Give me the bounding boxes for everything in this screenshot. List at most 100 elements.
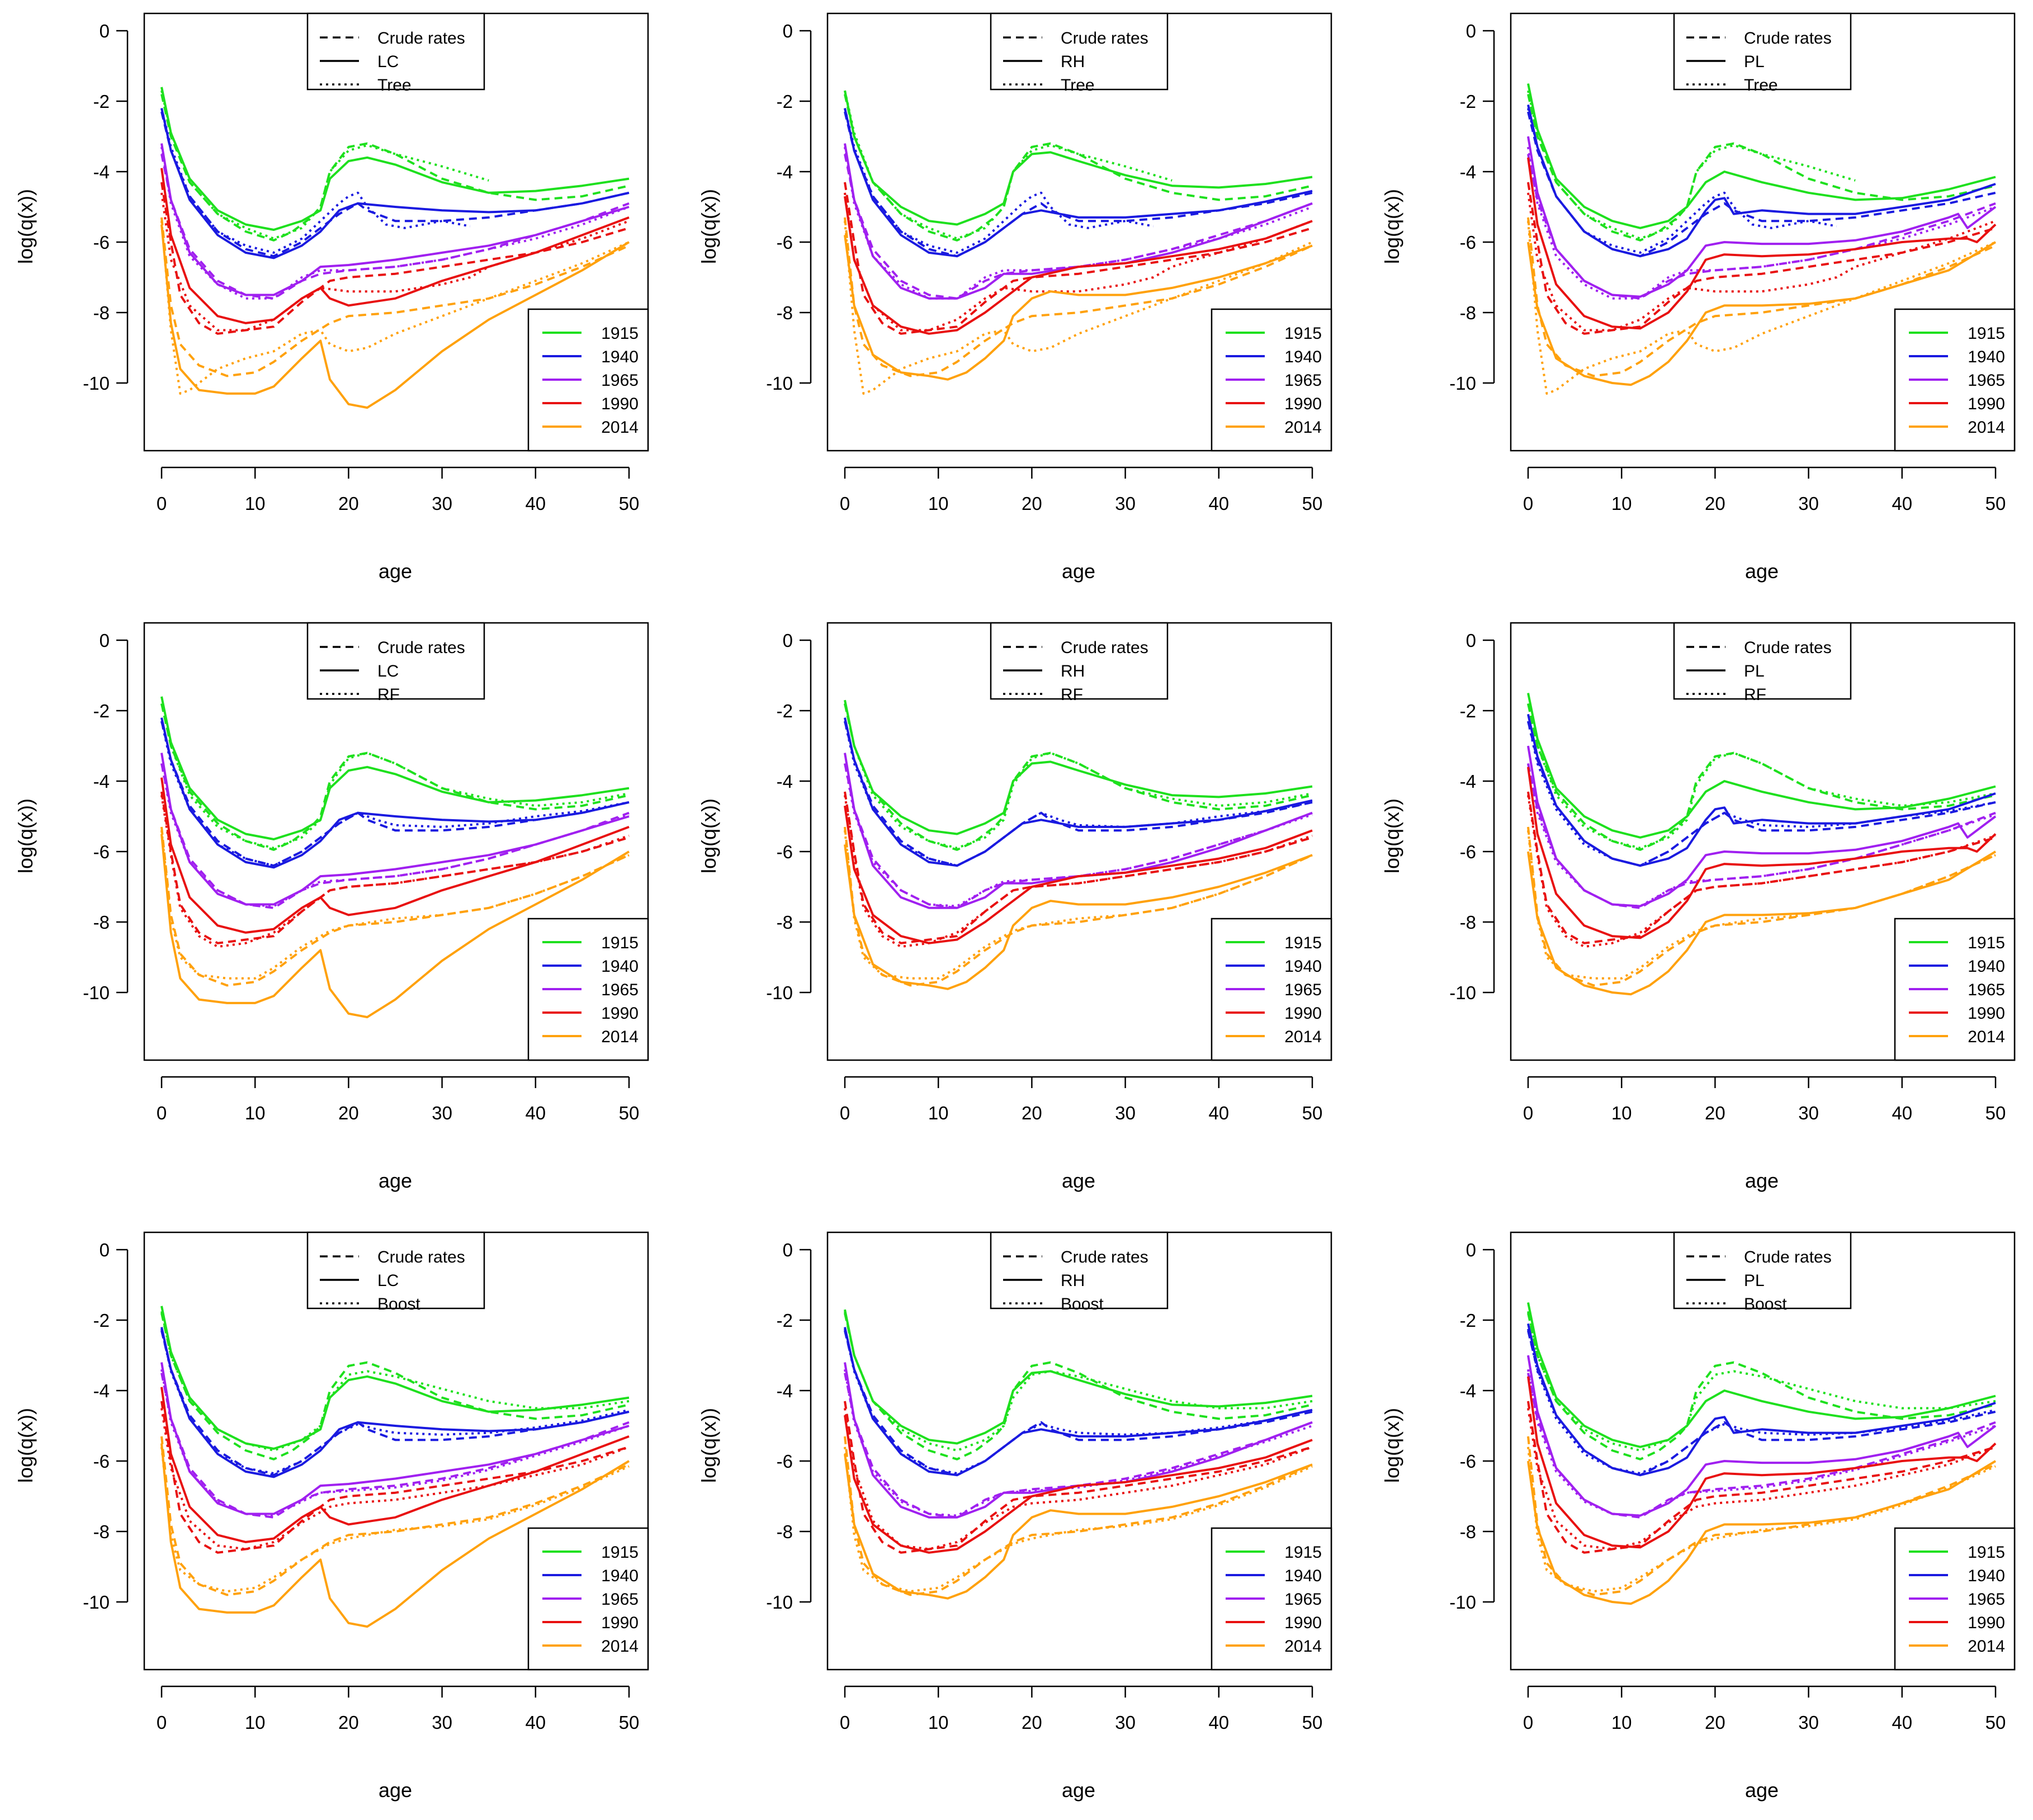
y-tick-label: -4 bbox=[1460, 162, 1476, 182]
series-group bbox=[844, 699, 1313, 990]
crude-line-2014 bbox=[160, 1436, 630, 1596]
x-tick-label: 20 bbox=[338, 1103, 359, 1123]
x-tick-label: 0 bbox=[157, 1103, 167, 1123]
style-legend-label: Tree bbox=[377, 76, 412, 94]
x-tick-label: 50 bbox=[1985, 1103, 2006, 1123]
y-tick-label: -4 bbox=[777, 1381, 793, 1401]
y-tick-label: 0 bbox=[100, 1240, 110, 1260]
year-legend-label: 1915 bbox=[601, 324, 639, 343]
style-legend-label: PL bbox=[1744, 662, 1765, 680]
y-tick-label: 0 bbox=[100, 21, 110, 41]
tree-line-2014 bbox=[1527, 221, 1996, 395]
panel-2: 0 10 20 30 40 50 age 0 -2 -4 -6 -8 -10 log(q(x)) Crude… bbox=[697, 12, 1332, 583]
style-legend-label: Crude rates bbox=[1061, 1248, 1148, 1266]
crude-line-1965 bbox=[1527, 763, 1996, 909]
year-legend-label: 1915 bbox=[1968, 1543, 2005, 1562]
pl-line-2014 bbox=[1527, 1460, 1997, 1605]
style-legend-label: Crude rates bbox=[1744, 1248, 1832, 1266]
year-legend-label: 1940 bbox=[1968, 957, 2005, 976]
pl-line-1915 bbox=[1527, 83, 1996, 229]
crude-line-1990 bbox=[160, 791, 630, 944]
y-tick-label: -8 bbox=[1460, 1521, 1476, 1542]
y-tick-label: -10 bbox=[1449, 373, 1476, 394]
year-legend: 1915 1940 1965 1990 2014 bbox=[1211, 308, 1332, 452]
tree-line-1940 bbox=[1527, 108, 1837, 254]
y-tick-label: -8 bbox=[1460, 912, 1476, 933]
rh-line-1915 bbox=[844, 699, 1313, 835]
year-legend-label: 1965 bbox=[601, 1590, 639, 1609]
lc-line-2014 bbox=[160, 224, 630, 409]
x-tick-label: 20 bbox=[1705, 1103, 1725, 1123]
crude-line-1965 bbox=[844, 154, 1313, 300]
style-legend-box bbox=[306, 622, 485, 700]
pl-line-2014 bbox=[1527, 241, 1997, 386]
year-legend-label: 1915 bbox=[1284, 324, 1322, 343]
style-legend-label: PL bbox=[1744, 1271, 1765, 1290]
tree-line-2014 bbox=[844, 221, 1313, 395]
pl-line-1990 bbox=[1527, 157, 1997, 330]
year-legend-label: 2014 bbox=[601, 1028, 639, 1046]
y-tick-label: -6 bbox=[777, 232, 793, 253]
x-tick-label: 0 bbox=[840, 1103, 850, 1123]
y-tick-label: 0 bbox=[783, 630, 793, 651]
style-legend-label: LC bbox=[377, 662, 399, 680]
x-tick-label: 20 bbox=[338, 1712, 359, 1733]
x-tick-label: 10 bbox=[245, 493, 266, 514]
crude-line-1990 bbox=[1527, 1401, 1996, 1554]
pl-line-1965 bbox=[1527, 745, 1997, 907]
series-group bbox=[160, 696, 630, 1019]
rh-line-1965 bbox=[844, 753, 1313, 909]
year-legend-label: 2014 bbox=[1968, 1637, 2005, 1656]
crude-line-1990 bbox=[844, 1401, 1313, 1554]
y-tick-label: -8 bbox=[93, 302, 110, 323]
y-tick-label: -8 bbox=[777, 1521, 793, 1542]
year-legend: 1915 1940 1965 1990 2014 bbox=[1211, 918, 1332, 1061]
pl-line-1965 bbox=[1527, 1355, 1997, 1517]
rh-line-2014 bbox=[844, 1454, 1313, 1600]
panel-3: 0 10 20 30 40 50 age 0 -2 -4 -6 -8 -10 log(q(x)) Crude… bbox=[1380, 12, 2016, 583]
style-legend-box bbox=[1673, 622, 1852, 700]
y-tick-label: -2 bbox=[93, 91, 110, 112]
y-axis-title: log(q(x)) bbox=[14, 189, 37, 264]
y-tick-label: 0 bbox=[783, 1240, 793, 1260]
rh-line-1990 bbox=[844, 196, 1313, 335]
panel-1: 0 10 20 30 40 50 age 0 -2 -4 -6 -8 -10 log(q(x)) Crude… bbox=[14, 12, 649, 583]
crude-line-1990 bbox=[160, 1401, 630, 1554]
crude-line-1940 bbox=[160, 1330, 630, 1477]
year-legend-label: 1915 bbox=[601, 934, 639, 952]
year-legend-label: 2014 bbox=[1284, 418, 1322, 437]
year-legend-label: 1940 bbox=[1968, 348, 2005, 366]
lc-line-1965 bbox=[160, 143, 630, 296]
lc-line-1965 bbox=[160, 753, 630, 906]
pl-line-1940 bbox=[1527, 104, 1996, 258]
x-tick-label: 20 bbox=[1022, 493, 1042, 514]
year-legend-label: 1990 bbox=[601, 395, 639, 413]
y-tick-label: 0 bbox=[1466, 21, 1476, 41]
pl-line-1990 bbox=[1527, 1376, 1997, 1549]
year-legend-label: 1965 bbox=[601, 981, 639, 999]
series-group bbox=[844, 90, 1313, 395]
rf-line-2014 bbox=[844, 830, 1313, 980]
year-legend: 1915 1940 1965 1990 2014 bbox=[1894, 1527, 2016, 1671]
x-tick-label: 30 bbox=[432, 1103, 452, 1123]
y-axis-title: log(q(x)) bbox=[697, 1408, 720, 1483]
crude-line-1940 bbox=[160, 721, 630, 867]
x-axis-title: age bbox=[1745, 560, 1779, 583]
rf-line-1940 bbox=[160, 721, 630, 867]
year-legend-label: 1990 bbox=[1284, 1614, 1322, 1632]
lc-line-1990 bbox=[160, 168, 630, 324]
y-tick-label: -2 bbox=[93, 1310, 110, 1331]
x-tick-label: 10 bbox=[1611, 1103, 1632, 1123]
y-tick-label: -10 bbox=[766, 982, 793, 1003]
rf-line-1940 bbox=[844, 721, 1313, 867]
x-tick-label: 20 bbox=[1022, 1103, 1042, 1123]
year-legend-label: 1990 bbox=[1284, 395, 1322, 413]
style-legend-box bbox=[990, 12, 1169, 91]
y-tick-label: 0 bbox=[100, 630, 110, 651]
crude-line-1915 bbox=[1527, 1312, 1996, 1460]
x-tick-label: 10 bbox=[245, 1712, 266, 1733]
panel-5: 0 10 20 30 40 50 age 0 -2 -4 -6 -8 -10 log(q(x)) Crude… bbox=[697, 622, 1332, 1192]
tree-line-1915 bbox=[1527, 90, 1856, 240]
year-legend-label: 1965 bbox=[601, 371, 639, 390]
x-axis-title: age bbox=[379, 1779, 412, 1802]
